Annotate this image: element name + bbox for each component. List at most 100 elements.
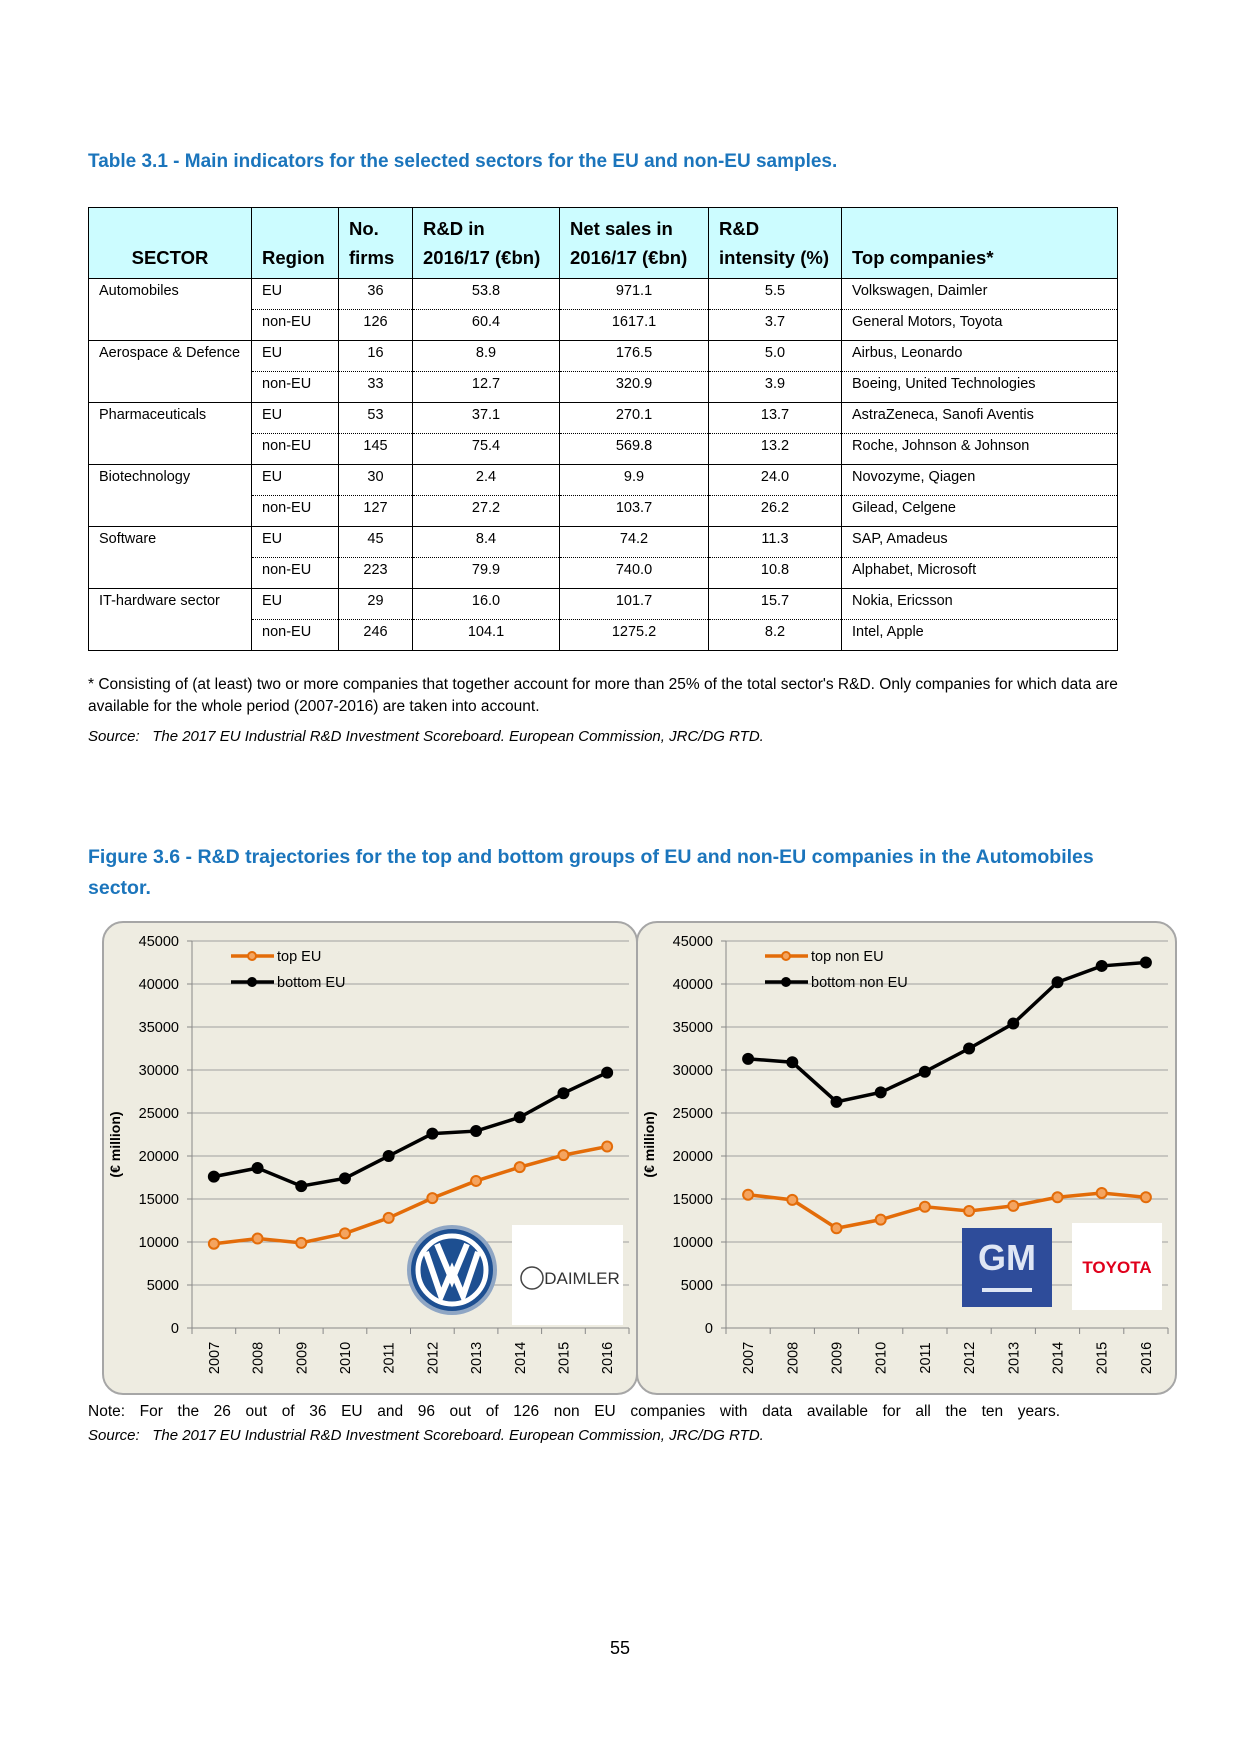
x-tick-label: 2009 xyxy=(294,1342,310,1374)
series-line xyxy=(213,1070,608,1188)
legend-marker xyxy=(247,977,257,987)
table-cell: non-EU xyxy=(251,557,339,589)
y-tick-label: 30000 xyxy=(139,1063,179,1079)
table-cell: 569.8 xyxy=(559,433,709,465)
y-tick-label: 25000 xyxy=(673,1106,713,1122)
data-point xyxy=(1051,976,1064,989)
table-cell: 16.0 xyxy=(412,588,560,620)
table-cell: Novozyme, Qiagen xyxy=(841,464,1118,496)
legend-marker xyxy=(781,951,791,961)
page-number: 55 xyxy=(609,1638,631,1658)
x-tick-label: 2014 xyxy=(1051,1342,1067,1374)
column-header: Top companies* xyxy=(841,207,1118,279)
table-cell: 45 xyxy=(338,526,413,558)
data-point xyxy=(601,1140,614,1153)
data-point xyxy=(742,1052,755,1065)
data-point xyxy=(513,1111,526,1124)
table-cell: 8.4 xyxy=(412,526,560,558)
sector-cell: Software xyxy=(88,526,252,589)
table-cell: 5.5 xyxy=(708,278,842,310)
table-cell: EU xyxy=(251,464,339,496)
data-point xyxy=(1095,959,1108,972)
x-tick-label: 2010 xyxy=(338,1342,354,1374)
y-tick-label: 20000 xyxy=(673,1149,713,1165)
data-point xyxy=(1139,1191,1152,1204)
table-cell: EU xyxy=(251,278,339,310)
x-tick-label: 2007 xyxy=(207,1342,223,1374)
y-tick-label: 35000 xyxy=(139,1020,179,1036)
table-cell: 2.4 xyxy=(412,464,560,496)
table-row: non-EU 246 104.1 1275.2 8.2 Intel, Apple xyxy=(89,619,1118,651)
series-line xyxy=(747,960,1147,1104)
table-cell: 320.9 xyxy=(559,371,709,403)
x-tick-label: 2008 xyxy=(785,1342,801,1374)
data-point xyxy=(1007,1199,1020,1212)
table-cell: 24.0 xyxy=(708,464,842,496)
series-line xyxy=(747,1191,1147,1231)
table-cell: Roche, Johnson & Johnson xyxy=(841,433,1118,465)
table-row: non-EU 127 27.2 103.7 26.2 Gilead, Celgene xyxy=(89,495,1118,527)
vw-logo-mark xyxy=(423,1242,481,1305)
data-point xyxy=(786,1193,799,1206)
data-point xyxy=(830,1222,843,1235)
y-tick-label: 35000 xyxy=(673,1020,713,1036)
series-line xyxy=(213,1144,608,1246)
table-cell: 13.7 xyxy=(708,402,842,434)
table-row: Biotechnology EU 30 2.4 9.9 24.0 Novozyme, Qia… xyxy=(88,464,1118,527)
table-cell: Nokia, Ericsson xyxy=(841,588,1118,620)
x-tick-label: 2013 xyxy=(1006,1342,1022,1374)
y-tick-label: 10000 xyxy=(673,1235,713,1251)
table-cell: EU xyxy=(251,402,339,434)
table-source: Source: The 2017 EU Industrial R&D Inves… xyxy=(88,728,764,745)
data-point xyxy=(918,1065,931,1078)
figure-title: Figure 3.6 - R&D trajectories for the to… xyxy=(88,846,1094,899)
x-tick-label: 2015 xyxy=(556,1342,572,1374)
table-cell: 16 xyxy=(338,340,413,372)
data-point xyxy=(830,1095,843,1108)
table-cell: 3.9 xyxy=(708,371,842,403)
data-point xyxy=(1139,956,1152,969)
x-tick-label: 2010 xyxy=(874,1342,890,1374)
figure-note: Note: For the 26 out of 36 EU and 96 out… xyxy=(88,1403,1060,1420)
table-cell: 104.1 xyxy=(412,619,560,651)
table-cell: 223 xyxy=(338,557,413,589)
table-cell: 53 xyxy=(338,402,413,434)
y-tick-label: 5000 xyxy=(681,1278,713,1294)
x-tick-label: 2013 xyxy=(469,1342,485,1374)
data-point xyxy=(295,1180,308,1193)
table-cell: 37.1 xyxy=(412,402,560,434)
table-cell: Airbus, Leonardo xyxy=(841,340,1118,372)
table-cell: 33 xyxy=(338,371,413,403)
table-cell: Gilead, Celgene xyxy=(841,495,1118,527)
data-point xyxy=(1007,1017,1020,1030)
table-row: Software EU 45 8.4 74.2 11.3 SAP, Amadeus xyxy=(88,526,1118,589)
legend-label: top EU xyxy=(277,949,321,965)
sector-cell: Pharmaceuticals xyxy=(88,402,252,465)
data-point xyxy=(251,1232,264,1245)
table-row: non-EU 33 12.7 320.9 3.9 Boeing, United Techn… xyxy=(89,371,1118,403)
table-cell: 53.8 xyxy=(412,278,560,310)
x-tick-label: 2011 xyxy=(382,1342,398,1373)
x-tick-label: 2012 xyxy=(962,1342,978,1374)
daimler-logo-text: DAIMLER xyxy=(544,1269,620,1288)
table-cell: 79.9 xyxy=(412,557,560,589)
sector-cell: Biotechnology xyxy=(88,464,252,527)
table-cell: AstraZeneca, Sanofi Aventis xyxy=(841,402,1118,434)
data-point xyxy=(874,1213,887,1226)
data-point xyxy=(963,1205,976,1218)
table-row: IT-hardware sector EU 29 16.0 101.7 15.7 Nokia… xyxy=(88,588,1118,651)
table-cell: non-EU xyxy=(251,619,339,651)
data-point xyxy=(470,1125,483,1138)
toyota-logo-text: TOYOTA xyxy=(1082,1258,1151,1277)
table-cell: 12.7 xyxy=(412,371,560,403)
table-cell: 103.7 xyxy=(559,495,709,527)
y-tick-label: 15000 xyxy=(673,1192,713,1208)
legend-label: bottom EU xyxy=(277,975,346,991)
x-tick-label: 2016 xyxy=(600,1342,616,1374)
data-point xyxy=(918,1200,931,1213)
data-point xyxy=(557,1087,570,1100)
figure-source: Source: The 2017 EU Industrial R&D Inves… xyxy=(88,1427,764,1444)
table-cell: 1617.1 xyxy=(559,309,709,341)
